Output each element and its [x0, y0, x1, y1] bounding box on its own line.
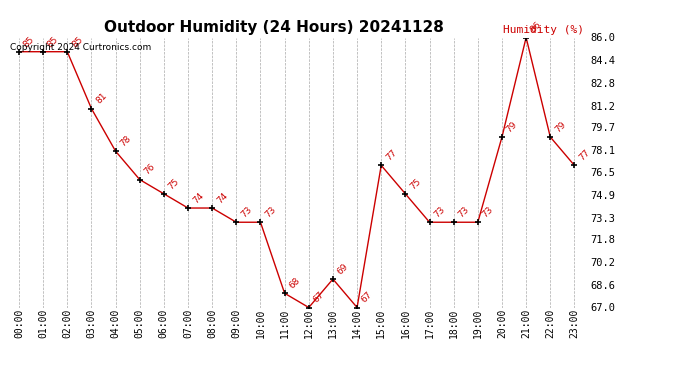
Text: 74: 74 — [215, 191, 229, 205]
Text: 73: 73 — [264, 205, 278, 219]
Text: 77: 77 — [384, 148, 399, 163]
Text: 73: 73 — [457, 205, 471, 219]
Text: 75: 75 — [408, 177, 423, 191]
Text: 77: 77 — [578, 148, 592, 163]
Text: 79: 79 — [553, 120, 568, 134]
Title: Outdoor Humidity (24 Hours) 20241128: Outdoor Humidity (24 Hours) 20241128 — [104, 20, 444, 35]
Text: 75: 75 — [167, 177, 181, 191]
Text: 85: 85 — [22, 34, 37, 49]
Text: 68: 68 — [288, 276, 302, 291]
Text: 73: 73 — [433, 205, 447, 219]
Text: 73: 73 — [239, 205, 254, 219]
Text: 74: 74 — [191, 191, 205, 205]
Text: 67: 67 — [312, 290, 326, 305]
Text: 81: 81 — [95, 91, 109, 106]
Text: 85: 85 — [70, 34, 85, 49]
Text: 85: 85 — [46, 34, 61, 49]
Text: 73: 73 — [481, 205, 495, 219]
Text: 78: 78 — [119, 134, 133, 148]
Text: Copyright 2024 Curtronics.com: Copyright 2024 Curtronics.com — [10, 43, 151, 52]
Text: 67: 67 — [360, 290, 375, 305]
Text: 86: 86 — [529, 20, 544, 35]
Text: 69: 69 — [336, 262, 351, 276]
Text: 76: 76 — [143, 162, 157, 177]
Text: 79: 79 — [505, 120, 520, 134]
Text: Humidity (%): Humidity (%) — [502, 25, 584, 35]
